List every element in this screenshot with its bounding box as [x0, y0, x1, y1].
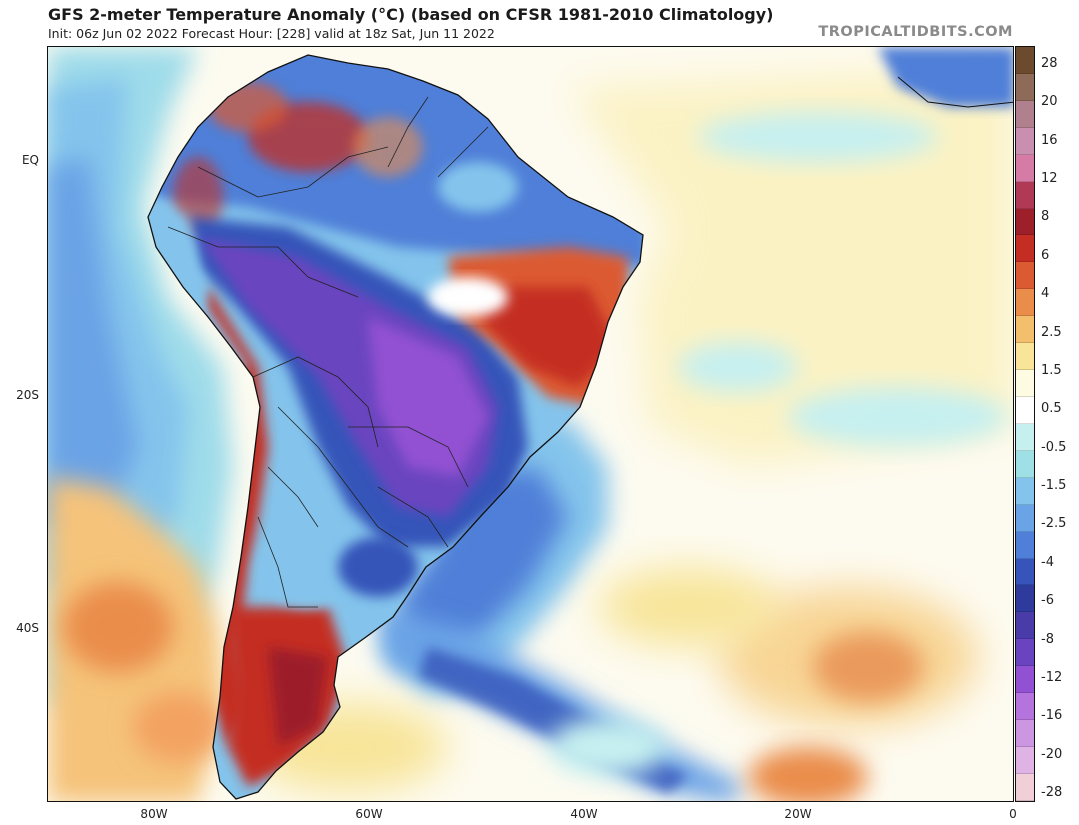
forecast-info: Init: 06z Jun 02 2022 Forecast Hour: [22… — [48, 26, 495, 41]
colorbar-segment — [1016, 693, 1034, 721]
colorbar-segment — [1016, 316, 1034, 344]
colorbar-segment — [1016, 370, 1034, 397]
colorbar-segment — [1016, 208, 1034, 236]
brand-watermark[interactable]: TROPICALTIDBITS.COM — [818, 24, 1013, 40]
latitude-label-eq: EQ — [21, 153, 39, 167]
colorbar-segment — [1016, 47, 1034, 74]
chart-title: GFS 2-meter Temperature Anomaly (°C) (ba… — [48, 5, 774, 24]
colorbar-segment — [1016, 235, 1034, 263]
colorbar-segment — [1016, 73, 1034, 101]
colorbar — [1015, 46, 1035, 802]
colorbar-tick-label: -12 — [1041, 669, 1063, 685]
map-svg — [48, 47, 1013, 801]
latitude-label-20s: 20S — [16, 388, 39, 402]
colorbar-segment — [1016, 773, 1034, 801]
colorbar-segment — [1016, 289, 1034, 317]
colorbar-segment — [1016, 100, 1034, 128]
colorbar-tick-label: -16 — [1041, 708, 1063, 724]
colorbar-tick-label: 2.5 — [1041, 324, 1062, 340]
colorbar-segment — [1016, 423, 1034, 451]
longitude-label-40w: 40W — [570, 807, 598, 821]
colorbar-segment — [1016, 720, 1034, 747]
colorbar-tick-label: -20 — [1041, 746, 1063, 762]
colorbar-tick-label: -1.5 — [1041, 478, 1067, 494]
colorbar-segment — [1016, 558, 1034, 586]
colorbar-tick-label: 20 — [1041, 94, 1058, 110]
colorbar-segment — [1016, 396, 1034, 424]
colorbar-tick-label: -6 — [1041, 593, 1054, 609]
colorbar-segment — [1016, 343, 1034, 371]
longitude-label-0: 0 — [1009, 807, 1017, 821]
colorbar-tick-label: 4 — [1041, 286, 1050, 302]
latitude-label-40s: 40S — [16, 621, 39, 635]
colorbar-tick-label: 28 — [1041, 56, 1058, 71]
anomaly-map — [47, 46, 1014, 802]
colorbar-tick-label: -0.5 — [1041, 439, 1067, 455]
longitude-label-80w: 80W — [140, 807, 168, 821]
ocean-anomaly-field — [48, 47, 1013, 801]
colorbar-segment — [1016, 477, 1034, 505]
coastlines — [147, 54, 1013, 800]
colorbar-segment — [1016, 262, 1034, 290]
colorbar-tick-label: -28 — [1041, 785, 1063, 800]
colorbar-segment — [1016, 746, 1034, 774]
colorbar-tick-label: 6 — [1041, 247, 1050, 263]
colorbar-tick-label: 12 — [1041, 171, 1058, 187]
colorbar-tick-label: 0.5 — [1041, 401, 1062, 417]
colorbar-segment — [1016, 504, 1034, 532]
colorbar-segment — [1016, 127, 1034, 155]
colorbar-segment — [1016, 639, 1034, 667]
longitude-label-20w: 20W — [784, 807, 812, 821]
colorbar-segment — [1016, 666, 1034, 694]
colorbar-tick-label: 16 — [1041, 132, 1058, 148]
colorbar-tick-label: -2.5 — [1041, 516, 1067, 532]
colorbar-segment — [1016, 154, 1034, 182]
country-borders — [167, 96, 489, 608]
colorbar-segment — [1016, 450, 1034, 478]
colorbar-tick-label: -8 — [1041, 631, 1054, 647]
colorbar-segment — [1016, 585, 1034, 613]
colorbar-tick-label: -4 — [1041, 554, 1054, 570]
longitude-label-60w: 60W — [355, 807, 383, 821]
colorbar-segment — [1016, 181, 1034, 209]
colorbar-tick-label: 8 — [1041, 209, 1050, 225]
colorbar-tick-label: 1.5 — [1041, 362, 1062, 378]
colorbar-segment — [1016, 531, 1034, 559]
colorbar-segment — [1016, 612, 1034, 640]
